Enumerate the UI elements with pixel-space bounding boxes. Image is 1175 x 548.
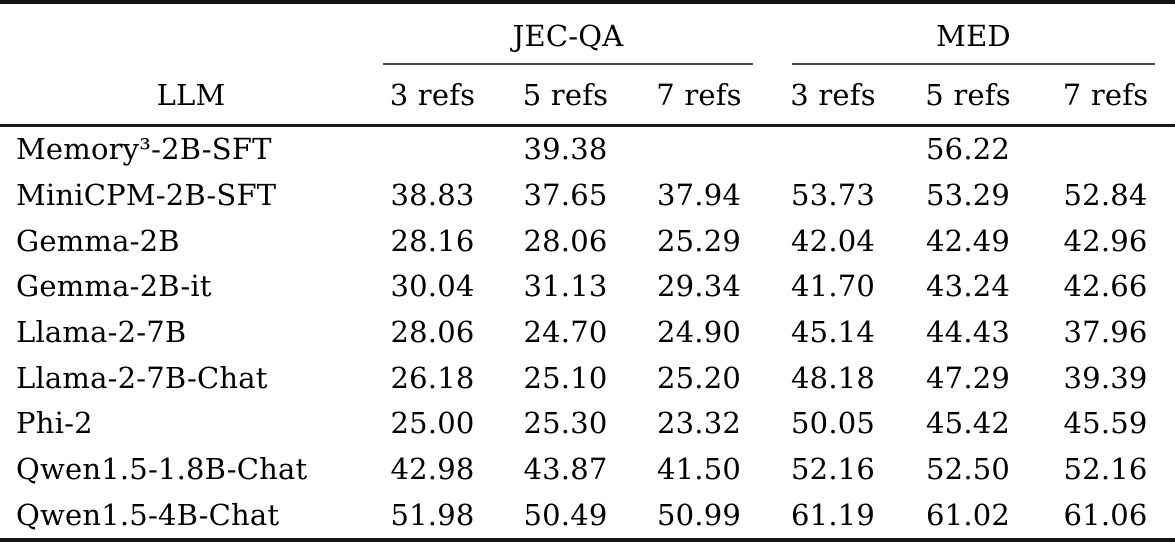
score-cell: 53.73: [791, 178, 876, 213]
score-cell: 48.18: [791, 360, 876, 395]
score-cell: 39.39: [1063, 360, 1148, 395]
score-cell: 51.98: [390, 497, 475, 532]
score-cell: 25.20: [657, 360, 742, 395]
score-cell: 28.06: [523, 223, 608, 258]
score-cell: 45.42: [926, 406, 1011, 441]
score-cell: 25.00: [390, 406, 475, 441]
score-cell: 52.50: [926, 452, 1011, 487]
group-header-jec-qa: JEC-QA: [366, 2, 766, 65]
score-cell: 25.10: [523, 360, 608, 395]
score-cell: 45.14: [791, 315, 876, 350]
score-cell: 45.59: [1063, 406, 1148, 441]
score-cell: [632, 126, 766, 173]
score-cell: 56.22: [926, 132, 1011, 167]
score-cell: 24.90: [657, 315, 742, 350]
score-cell: 26.18: [390, 360, 475, 395]
score-cell: 50.49: [523, 497, 608, 532]
score-cell: 41.50: [657, 452, 742, 487]
score-cell: 52.84: [1063, 178, 1148, 213]
llm-name-cell: Llama-2-7B-Chat: [16, 360, 268, 395]
score-cell: 25.29: [657, 223, 742, 258]
score-cell: 42.66: [1063, 269, 1148, 304]
group-label-jec-qa: JEC-QA: [383, 19, 754, 65]
table-row: Llama-2-7B-Chat 26.18 25.10 25.20 48.18 …: [0, 355, 1175, 401]
table-row: Phi-2 25.00 25.30 23.32 50.05 45.42 45.5…: [0, 401, 1175, 447]
score-cell: 41.70: [791, 269, 876, 304]
score-cell: 38.83: [390, 178, 475, 213]
column-header-row: LLM 3 refs 5 refs 7 refs 3 refs 5 refs 7…: [0, 65, 1175, 127]
score-cell: 42.98: [390, 452, 475, 487]
score-cell: 23.32: [657, 406, 742, 441]
table-row: Qwen1.5-1.8B-Chat 42.98 43.87 41.50 52.1…: [0, 447, 1175, 493]
table-row: Llama-2-7B 28.06 24.70 24.90 45.14 44.43…: [0, 310, 1175, 356]
llm-name-cell: Qwen1.5-4B-Chat: [16, 497, 280, 532]
llm-name-cell: Gemma-2B-it: [16, 269, 212, 304]
group-label-med: MED: [792, 19, 1156, 65]
column-header-llm: LLM: [0, 65, 366, 127]
score-cell: 24.70: [523, 315, 608, 350]
llm-name-cell: MiniCPM-2B-SFT: [16, 178, 277, 213]
score-cell: 25.30: [523, 406, 608, 441]
score-cell: 30.04: [390, 269, 475, 304]
llm-name-cell: Gemma-2B: [16, 223, 180, 258]
score-cell: 29.34: [657, 269, 742, 304]
score-cell: 43.87: [523, 452, 608, 487]
score-cell: 39.38: [523, 132, 608, 167]
score-cell: 28.16: [390, 223, 475, 258]
score-cell: 44.43: [926, 315, 1011, 350]
score-cell: 61.19: [791, 497, 876, 532]
column-header-med-7refs: 7 refs: [1036, 65, 1175, 127]
score-cell: 50.99: [657, 497, 742, 532]
table-row: Qwen1.5-4B-Chat 51.98 50.49 50.99 61.19 …: [0, 493, 1175, 541]
score-cell: 42.49: [926, 223, 1011, 258]
score-cell: 53.29: [926, 178, 1011, 213]
score-cell: [366, 126, 499, 173]
group-header-med: MED: [766, 2, 1175, 65]
score-cell: 42.96: [1063, 223, 1148, 258]
score-cell: 52.16: [791, 452, 876, 487]
score-cell: 47.29: [926, 360, 1011, 395]
score-cell: 50.05: [791, 406, 876, 441]
score-cell: 37.96: [1063, 315, 1148, 350]
group-header-empty-cell: [0, 2, 366, 65]
group-header-row: JEC-QA MED: [0, 2, 1175, 65]
column-header-med-3refs: 3 refs: [766, 65, 901, 127]
score-cell: 42.04: [791, 223, 876, 258]
table-row: Memory³-2B-SFT 39.38 56.22: [0, 126, 1175, 173]
llm-name-cell: Phi-2: [16, 406, 93, 441]
score-cell: 31.13: [523, 269, 608, 304]
llm-name-cell: Memory³-2B-SFT: [16, 132, 272, 167]
score-cell: 37.65: [523, 178, 608, 213]
column-header-med-5refs: 5 refs: [900, 65, 1037, 127]
score-cell: [1036, 126, 1175, 173]
column-header-jec-3refs: 3 refs: [366, 65, 499, 127]
score-cell: 61.02: [926, 497, 1011, 532]
score-cell: 52.16: [1063, 452, 1148, 487]
table-header: JEC-QA MED LLM 3 refs 5 refs 7 refs 3 re…: [0, 2, 1175, 127]
score-cell: 37.94: [657, 178, 742, 213]
score-cell: [766, 126, 900, 173]
llm-name-cell: Llama-2-7B: [16, 315, 187, 350]
llm-name-cell: Qwen1.5-1.8B-Chat: [16, 452, 308, 487]
score-cell: 28.06: [390, 315, 475, 350]
column-header-jec-5refs: 5 refs: [499, 65, 632, 127]
column-header-jec-7refs: 7 refs: [632, 65, 767, 127]
table-row: Gemma-2B 28.16 28.06 25.29 42.04 42.49 4…: [0, 218, 1175, 264]
score-cell: 43.24: [926, 269, 1011, 304]
table-row: Gemma-2B-it 30.04 31.13 29.34 41.70 43.2…: [0, 264, 1175, 310]
table-row: MiniCPM-2B-SFT 38.83 37.65 37.94 53.73 5…: [0, 173, 1175, 219]
table-body: Memory³-2B-SFT 39.38 56.22 MiniCPM-2B-SF…: [0, 126, 1175, 541]
score-cell: 61.06: [1063, 497, 1148, 532]
